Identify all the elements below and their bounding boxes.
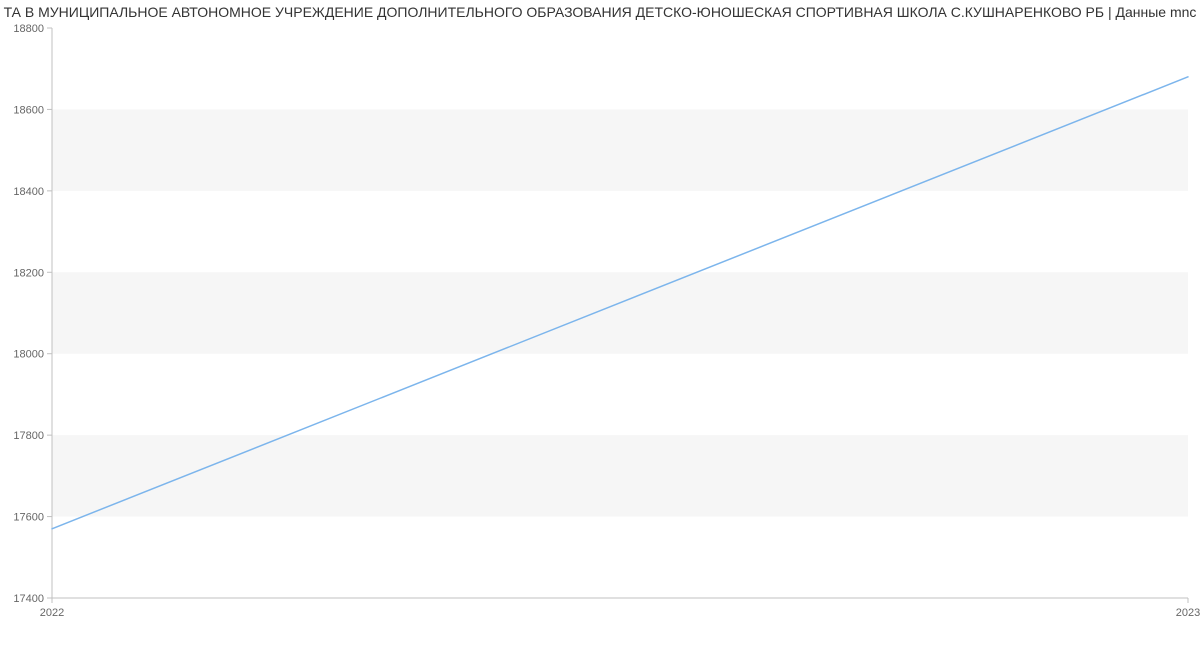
x-tick-label: 2023: [1176, 607, 1200, 619]
y-tick-label: 18800: [13, 23, 44, 35]
y-tick-label: 17600: [13, 512, 44, 524]
x-tick-label: 2022: [40, 607, 64, 619]
y-tick-label: 17800: [13, 430, 44, 442]
line-chart: ТА В МУНИЦИПАЛЬНОЕ АВТОНОМНОЕ УЧРЕЖДЕНИЕ…: [0, 0, 1200, 650]
y-tick-label: 18600: [13, 104, 44, 116]
y-tick-label: 18000: [13, 349, 44, 361]
chart-svg: 17400 17600 17800 18000 18200 18400 18600 18800…: [0, 0, 1200, 650]
grid-band: [52, 109, 1188, 190]
grid-band: [52, 272, 1188, 353]
y-tick-label: 18400: [13, 186, 44, 198]
y-tick-label: 18200: [13, 267, 44, 279]
grid-band: [52, 435, 1188, 516]
y-tick-label: 17400: [13, 593, 44, 605]
